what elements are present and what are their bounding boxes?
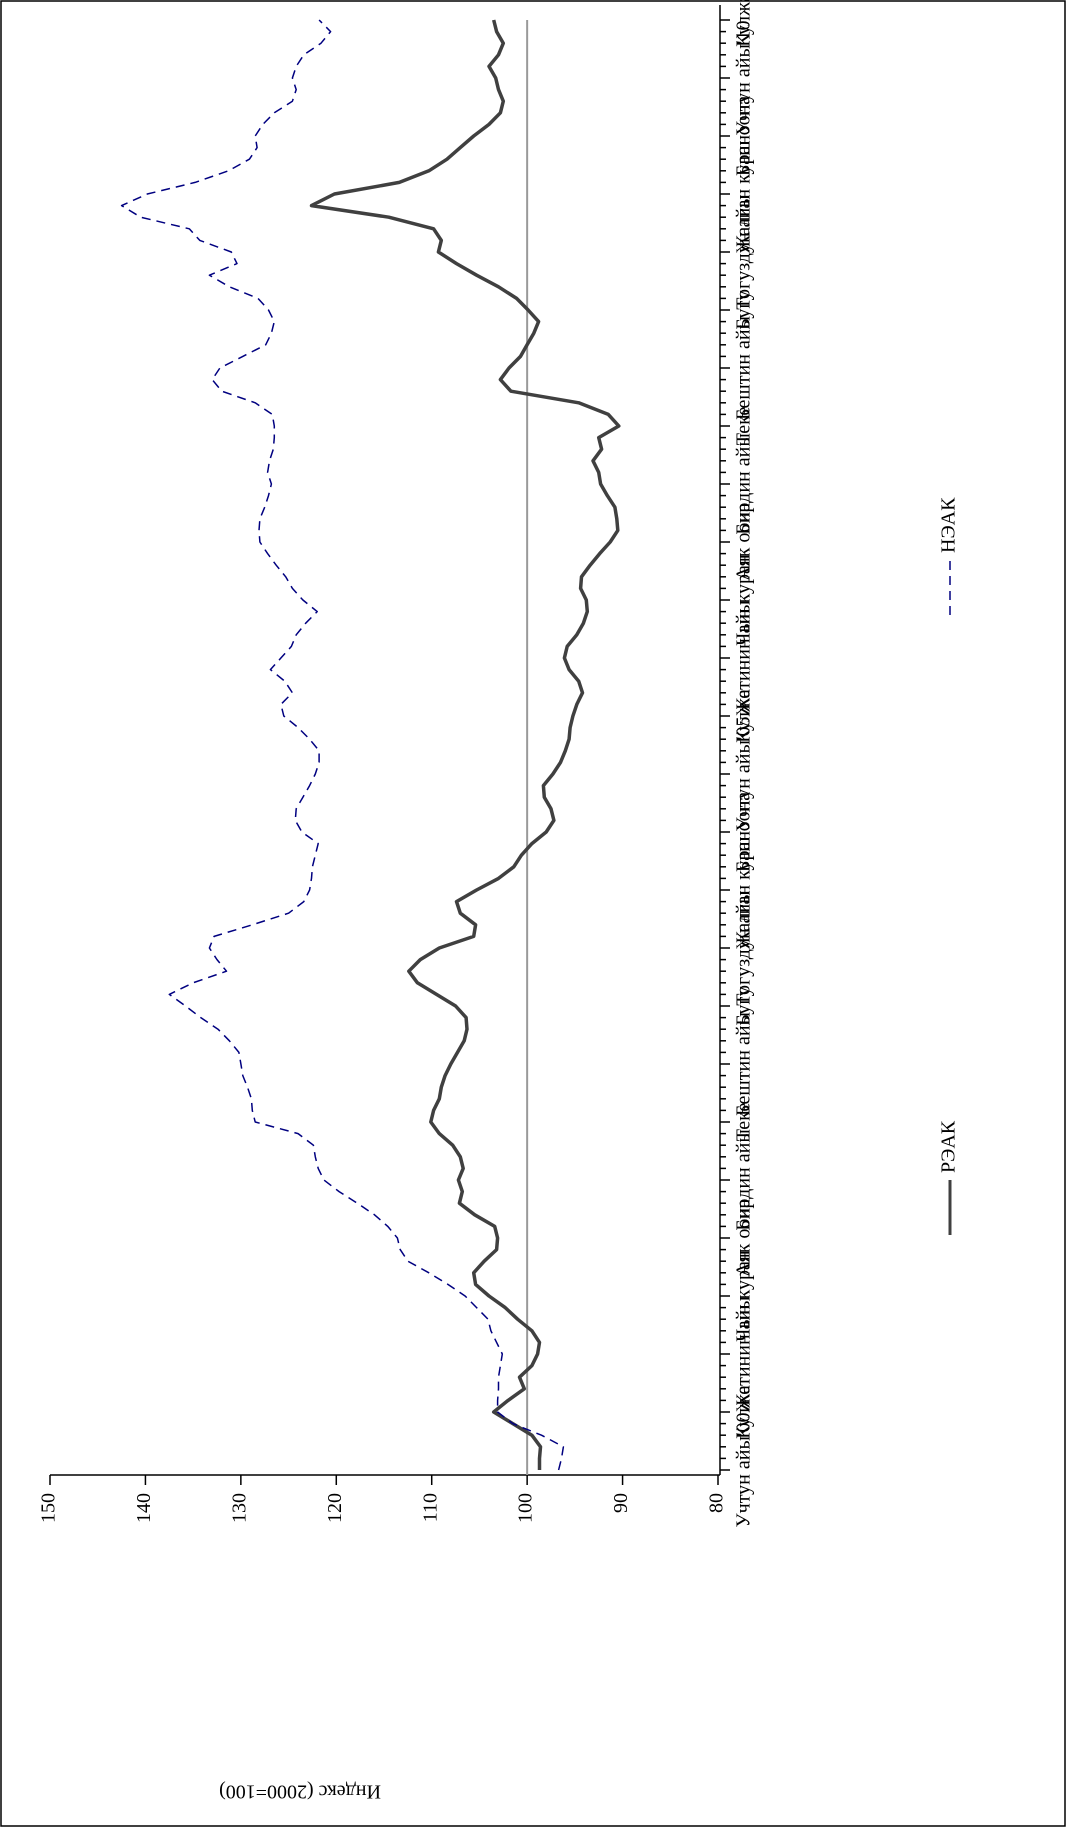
- x-tick-label: Чын куран: [733, 1250, 755, 1341]
- x-tick-label: Баш оона: [733, 792, 755, 872]
- x-tick-label: Тогуздун айы: [733, 194, 755, 309]
- x-tick-label: Баш оона: [733, 96, 755, 176]
- legend-label: РЭАК: [938, 1120, 960, 1173]
- y-tick-label: 100: [515, 1493, 537, 1523]
- x-tick-label: Бирдин айы: [733, 1129, 755, 1231]
- x-tick-label: Бугу: [733, 290, 755, 329]
- x-tick-label: Жетинин айы: [733, 1296, 755, 1411]
- y-axis-title: Индекс (2000=100): [219, 1780, 381, 1802]
- x-tick-label: Жалган куран: [733, 831, 755, 950]
- x-tick-label: Кулжа: [733, 689, 755, 743]
- x-tick-label: Теке: [733, 1103, 755, 1142]
- x-tick-label: Учтун айы'05: [733, 716, 755, 831]
- x-tick-label: Чын куран: [733, 554, 755, 645]
- y-tick-label: 90: [610, 1493, 632, 1513]
- x-tick-label: Тогуздун айы: [733, 890, 755, 1005]
- data-line: [309, 19, 621, 1470]
- x-tick-label: Теке: [733, 407, 755, 446]
- y-tick-label: 150: [38, 1493, 60, 1523]
- x-tick-label: Жетинин айы: [733, 600, 755, 715]
- x-tick-label: Аяк оона: [733, 503, 755, 581]
- x-tick-label: Учтун айы'00: [733, 1412, 755, 1527]
- x-tick-label: Кулжа: [733, 0, 755, 47]
- x-tick-label: Бирдин айы: [733, 433, 755, 535]
- y-tick-label: 80: [706, 1493, 728, 1513]
- x-tick-label: Бугу: [733, 986, 755, 1025]
- legend-label: НЭАК: [938, 497, 960, 553]
- y-tick-label: 130: [228, 1493, 250, 1523]
- x-tick-label: Учтун айы'10: [733, 20, 755, 135]
- x-tick-label: Бештин айы: [733, 1012, 755, 1116]
- y-tick-label: 140: [133, 1493, 155, 1523]
- x-tick-label: Бештин айы: [733, 316, 755, 420]
- x-tick-label: Кулжа: [733, 1385, 755, 1439]
- y-tick-label: 110: [419, 1493, 441, 1522]
- x-tick-label: Жалган куран: [733, 135, 755, 254]
- y-tick-label: 120: [324, 1493, 346, 1523]
- data-line: [120, 19, 565, 1471]
- x-tick-label: Аяк оона: [733, 1199, 755, 1277]
